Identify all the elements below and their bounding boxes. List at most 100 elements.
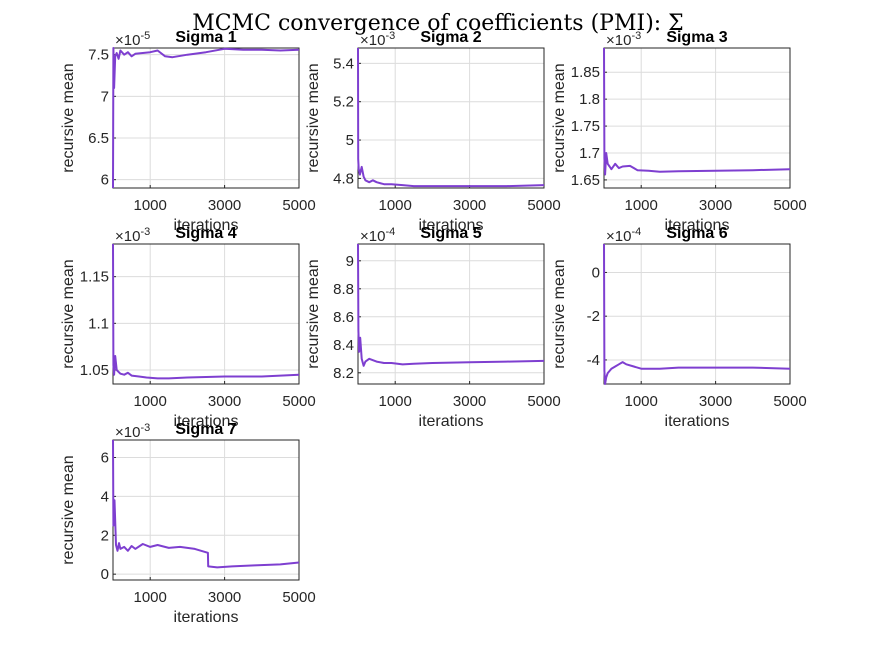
exponent-label: ×10-4 — [360, 226, 395, 245]
x-axis-label: iterations — [419, 413, 484, 430]
x-tick-label: 5000 — [282, 393, 315, 410]
subplot-title: Sigma 1 — [175, 29, 236, 46]
x-tick-label: 3000 — [208, 589, 241, 606]
x-tick-label: 1000 — [379, 197, 412, 214]
subplot-2: 1000 3000 5000 4.8 5 5.2 5.4 ×10-3 Sigma 2 iterat… — [305, 29, 561, 234]
subplot-title: Sigma 3 — [666, 29, 727, 46]
y-tick-label: 8.8 — [333, 281, 354, 298]
x-axis-label: iterations — [174, 609, 239, 626]
series-line — [112, 47, 300, 189]
x-tick-label: 5000 — [773, 197, 806, 214]
x-axis-label: iterations — [419, 217, 484, 234]
exponent-base: ×10 — [360, 32, 385, 49]
x-axis-label: iterations — [665, 217, 730, 234]
x-tick-label: 3000 — [699, 393, 732, 410]
y-tick-label: 1.75 — [571, 118, 600, 135]
y-tick-label: 7 — [101, 88, 109, 105]
y-axis-label: recursive mean — [60, 63, 77, 172]
y-tick-label: 1.85 — [571, 64, 600, 81]
x-axis-label: iterations — [174, 217, 239, 234]
exponent-power: -3 — [385, 30, 395, 42]
x-tick-label: 1000 — [134, 393, 167, 410]
exponent-power: -3 — [631, 30, 641, 42]
subplot-5: 1000 3000 5000 8.2 8.4 8.6 8.8 9 ×10-4 Sigma 5 ite… — [305, 225, 561, 430]
plot-area — [603, 47, 791, 189]
x-tick-label: 3000 — [208, 393, 241, 410]
y-tick-label: 0 — [101, 566, 109, 583]
y-tick-label: 2 — [101, 527, 109, 544]
y-tick-label: 4.8 — [333, 170, 354, 187]
y-tick-label: 5.2 — [333, 94, 354, 111]
y-tick-label: 5 — [346, 132, 354, 149]
plot-area — [357, 47, 545, 189]
y-axis-label: recursive mean — [60, 259, 77, 368]
x-tick-label: 5000 — [282, 589, 315, 606]
y-tick-label: 5.4 — [333, 55, 354, 72]
y-tick-label: 1.65 — [571, 172, 600, 189]
x-tick-label: 1000 — [379, 393, 412, 410]
figure-title: MCMC convergence of coefficients (PMI): … — [192, 11, 683, 36]
subplot-title: Sigma 4 — [175, 225, 236, 242]
y-tick-label: 6 — [101, 450, 109, 467]
y-tick-label: 6 — [101, 172, 109, 189]
x-tick-label: 5000 — [773, 393, 806, 410]
y-axis-label: recursive mean — [305, 259, 322, 368]
plot-area — [112, 439, 300, 581]
series-line — [357, 47, 545, 188]
exponent-power: -4 — [385, 226, 395, 238]
x-tick-label: 1000 — [134, 589, 167, 606]
exponent-label: ×10-3 — [360, 30, 395, 49]
exponent-label: ×10-4 — [606, 226, 641, 245]
x-tick-label: 5000 — [282, 197, 315, 214]
y-tick-label: 9 — [346, 253, 354, 270]
y-axis-label: recursive mean — [305, 63, 322, 172]
x-tick-label: 5000 — [527, 393, 560, 410]
exponent-power: -5 — [140, 30, 150, 42]
y-tick-label: 1.1 — [88, 315, 109, 332]
subplot-7: 1000 3000 5000 0 2 4 6 ×10-3 Sigma 7 iterations re… — [60, 421, 316, 626]
plot-area — [112, 47, 300, 189]
subplot-title: Sigma 2 — [420, 29, 481, 46]
plot-area — [112, 243, 300, 385]
x-axis-label: iterations — [665, 413, 730, 430]
subplot-title: Sigma 6 — [666, 225, 727, 242]
exponent-label: ×10-3 — [115, 422, 150, 441]
x-tick-label: 3000 — [208, 197, 241, 214]
series-line — [603, 47, 791, 176]
y-axis-label: recursive mean — [551, 63, 568, 172]
y-tick-label: 1.8 — [579, 91, 600, 108]
exponent-label: ×10-3 — [115, 226, 150, 245]
x-tick-label: 1000 — [134, 197, 167, 214]
y-tick-label: 1.05 — [80, 362, 109, 379]
exponent-base: ×10 — [115, 228, 140, 245]
plot-area — [603, 243, 791, 385]
y-tick-label: 0 — [592, 264, 600, 281]
x-tick-label: 3000 — [453, 197, 486, 214]
y-tick-label: -2 — [587, 308, 600, 325]
exponent-label: ×10-5 — [115, 30, 150, 49]
series-line — [112, 243, 300, 380]
subplot-title: Sigma 7 — [175, 421, 236, 438]
y-axis-label: recursive mean — [551, 259, 568, 368]
y-tick-label: 8.4 — [333, 337, 354, 354]
x-tick-label: 3000 — [699, 197, 732, 214]
x-tick-label: 1000 — [625, 197, 658, 214]
y-tick-label: 1.15 — [80, 269, 109, 286]
y-tick-label: 6.5 — [88, 130, 109, 147]
subplot-title: Sigma 5 — [420, 225, 481, 242]
series-line — [357, 243, 545, 367]
exponent-base: ×10 — [115, 32, 140, 49]
exponent-base: ×10 — [115, 424, 140, 441]
y-axis-label: recursive mean — [60, 455, 77, 564]
subplot-3: 1000 3000 5000 1.65 1.7 1.75 1.8 1.85 ×10-3 Sigma… — [551, 29, 807, 234]
y-tick-label: 4 — [101, 488, 109, 505]
x-tick-label: 5000 — [527, 197, 560, 214]
exponent-base: ×10 — [360, 228, 385, 245]
x-tick-label: 1000 — [625, 393, 658, 410]
x-axis-label: iterations — [174, 413, 239, 430]
series-line — [112, 439, 300, 569]
y-tick-label: 8.2 — [333, 365, 354, 382]
y-tick-label: -4 — [587, 352, 600, 369]
exponent-base: ×10 — [606, 32, 631, 49]
